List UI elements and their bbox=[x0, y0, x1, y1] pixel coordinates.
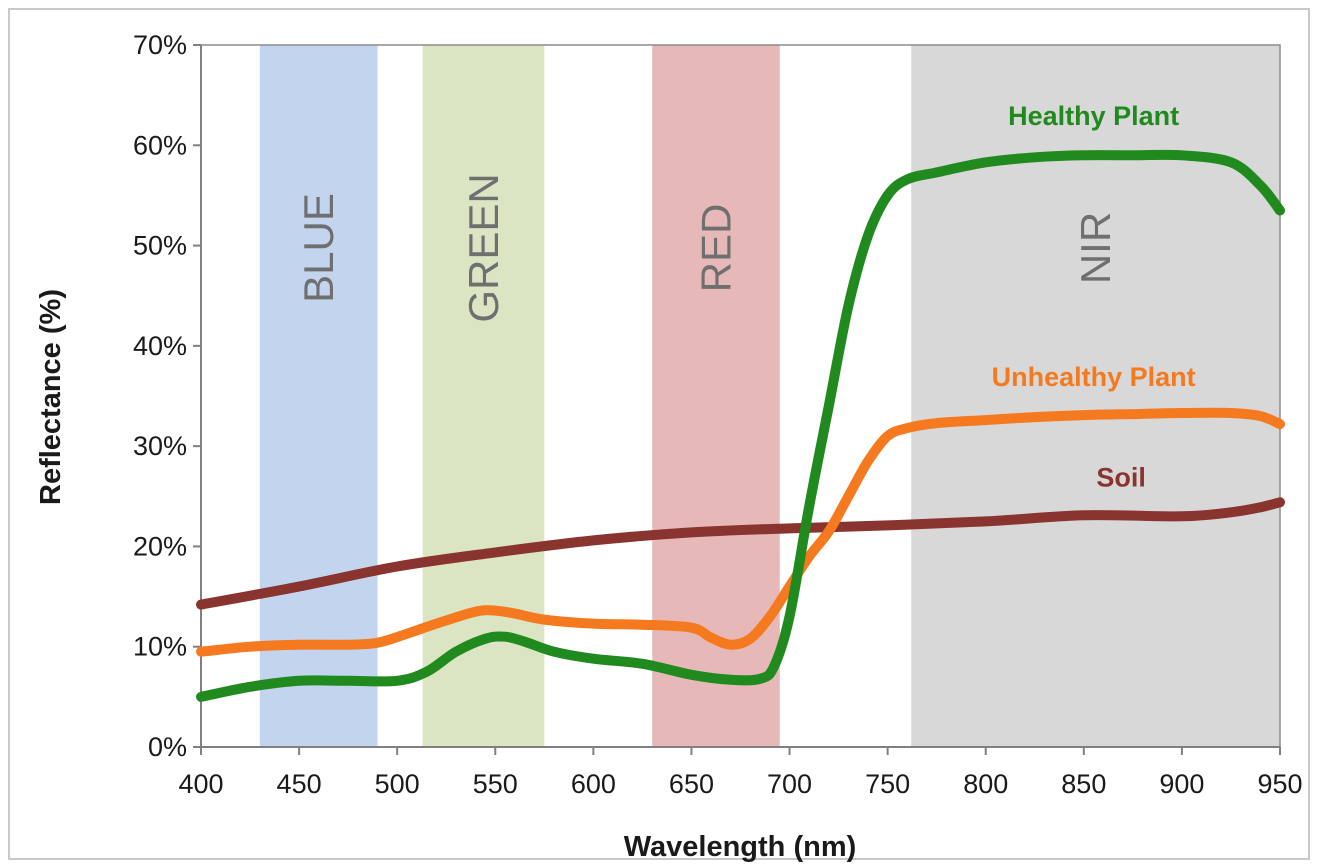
axes-layer: 0% 10% 20% 30% 40% 50% 60% 70% 400 450 500 550 600 65… bbox=[133, 30, 1303, 799]
series-layer bbox=[196, 149, 1285, 702]
x-axis-title: Wavelength (nm) bbox=[624, 831, 857, 863]
series-line-unhealthy-plant bbox=[196, 407, 1285, 657]
annotations-layer: Healthy Plant Unhealthy Plant Soil bbox=[992, 101, 1196, 492]
x-tick-label: 800 bbox=[963, 769, 1008, 799]
x-tick-label: 650 bbox=[669, 769, 714, 799]
series-label-soil: Soil bbox=[1096, 462, 1146, 492]
y-tick-label: 20% bbox=[133, 531, 187, 561]
x-tick-label: 400 bbox=[178, 769, 223, 799]
band-green bbox=[422, 45, 545, 747]
x-tick-label: 950 bbox=[1257, 769, 1302, 799]
y-tick-label: 70% bbox=[133, 30, 187, 60]
y-tick-label: 10% bbox=[133, 632, 187, 662]
y-tick-label: 50% bbox=[133, 231, 187, 261]
series-label-unhealthy-plant: Unhealthy Plant bbox=[992, 362, 1196, 392]
y-tick-label: 40% bbox=[133, 331, 187, 361]
band-label-blue: BLUE bbox=[295, 193, 342, 303]
x-tick-label: 550 bbox=[473, 769, 518, 799]
series-label-healthy-plant: Healthy Plant bbox=[1008, 101, 1179, 131]
series-line-healthy-plant bbox=[196, 149, 1285, 702]
band-label-red: RED bbox=[692, 204, 739, 293]
y-axis-title: Reflectance (%) bbox=[35, 289, 67, 505]
x-tick-label: 600 bbox=[571, 769, 616, 799]
band-label-nir: NIR bbox=[1072, 212, 1119, 284]
band-label-green: GREEN bbox=[460, 173, 507, 322]
x-tick-label: 900 bbox=[1159, 769, 1204, 799]
x-tick-label: 750 bbox=[865, 769, 910, 799]
y-tick-label: 30% bbox=[133, 431, 187, 461]
x-tick-label: 700 bbox=[767, 769, 812, 799]
x-tick-label: 850 bbox=[1061, 769, 1106, 799]
y-tick-label: 0% bbox=[148, 732, 187, 762]
x-tick-label: 450 bbox=[277, 769, 322, 799]
x-tick-label: 500 bbox=[375, 769, 420, 799]
band-labels-layer: BLUE GREEN RED NIR bbox=[295, 173, 1119, 322]
band-blue bbox=[259, 45, 378, 747]
y-tick-label: 60% bbox=[133, 130, 187, 160]
